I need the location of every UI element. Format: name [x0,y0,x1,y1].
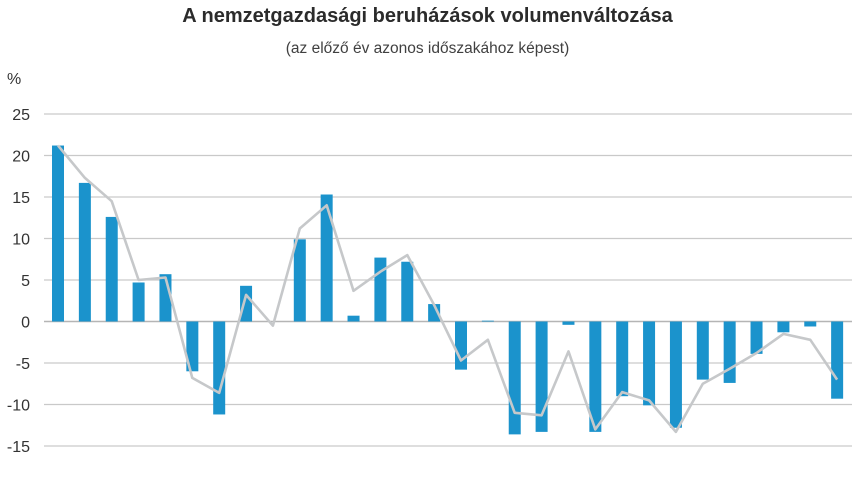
bar [374,257,387,322]
bar [750,321,763,354]
bar [643,321,656,406]
bar [616,321,629,397]
bar [723,321,736,383]
y-tick-label: -5 [16,356,30,373]
bar [831,321,844,399]
bar [696,321,709,380]
line-series [56,144,839,434]
y-tick-label: 15 [12,190,30,207]
y-tick-label: -15 [7,439,30,456]
bar [213,321,226,415]
bar [508,321,521,435]
chart-subtitle: (az előző év azonos időszakához képest) [285,40,570,57]
bar [535,321,548,432]
bar [589,321,602,432]
bar [804,321,817,327]
bar [105,216,118,322]
bar [78,182,91,322]
y-axis-ticks: 25 20 15 10 5 0 -5 -10 -15 [7,107,30,456]
y-tick-label: 10 [12,232,30,249]
bar [777,321,790,333]
bar [347,315,360,322]
trend-line [56,144,839,434]
bar [52,145,64,322]
y-tick-label: -10 [7,398,30,415]
chart-title: A nemzetgazdasági beruházások volumenvál… [182,5,673,27]
y-axis-unit-label: % [7,71,21,88]
bar [401,261,414,322]
bar-series [52,145,844,435]
y-tick-label: 25 [12,107,30,124]
bar [669,321,682,428]
bar [240,285,253,322]
bar [562,321,575,325]
y-tick-label: 20 [12,149,30,166]
bar [481,320,494,322]
bar [320,194,333,322]
bar [132,282,145,322]
grid-lines [44,113,852,447]
bar [455,321,467,370]
y-tick-label: 0 [21,315,30,332]
y-tick-label: 5 [21,273,30,290]
bar [186,321,199,372]
bar [293,239,306,322]
